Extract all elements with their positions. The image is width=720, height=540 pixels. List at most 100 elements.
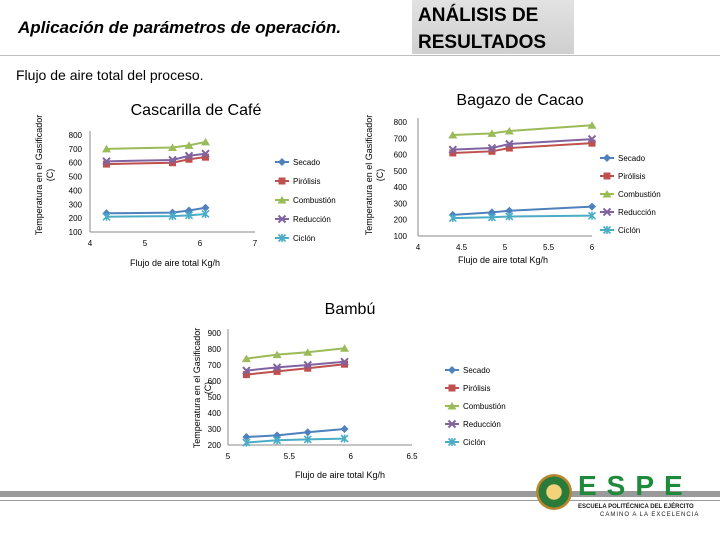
bagazo-point-1: [505, 144, 513, 152]
bambu-x-tick-label: 6: [348, 452, 353, 461]
cascarilla-legend-label-4: Ciclón: [293, 234, 315, 243]
bagazo-point-2: [487, 129, 497, 137]
bagazo-point-2: [448, 131, 458, 139]
bambu-series-line-1: [246, 363, 345, 376]
bambu-x-tick-label: 5.5: [284, 452, 296, 461]
cascarilla-legend-label-3: Reducción: [293, 215, 331, 224]
bambu-legend-marker-1: [448, 384, 456, 392]
bagazo-legend-label-4: Ciclón: [618, 226, 640, 235]
cascarilla-y-tick-label: 500: [69, 173, 83, 182]
cascarilla-legend-marker-1: [278, 177, 286, 185]
cascarilla-series-line-3: [106, 152, 206, 163]
bambu-point-4: [273, 436, 282, 445]
cascarilla-legend-marker-2: [277, 196, 287, 204]
bambu-y-axis-label: Temperatura en el Gasificador(C): [192, 328, 213, 449]
bagazo-legend-label-2: Combustión: [618, 190, 661, 199]
cascarilla-x-tick-label: 4: [88, 239, 93, 248]
cascarilla-point-3: [184, 151, 194, 160]
bambu-legend-label-4: Ciclón: [463, 438, 485, 447]
bagazo-x-tick-label: 4: [416, 243, 421, 252]
bagazo-legend-label-0: Secado: [618, 154, 646, 163]
bagazo-point-3: [505, 139, 514, 149]
cascarilla-point-2: [201, 137, 210, 146]
cascarilla-y-tick-label: 800: [69, 131, 83, 140]
bambu-point-3: [242, 366, 251, 375]
cascarilla-y-tick-label: 700: [69, 145, 83, 154]
bambu-legend-marker-2: [447, 402, 457, 410]
cascarilla-x-tick-label: 5: [143, 239, 148, 248]
bagazo-y-axis-label-line1: Temperatura en el Gasificador: [364, 115, 374, 236]
cascarilla-legend-label-0: Secado: [293, 158, 321, 167]
bagazo-point-2: [504, 126, 514, 135]
bambu-y-tick-label: 900: [208, 329, 222, 338]
cascarilla-point-1: [202, 153, 209, 161]
bagazo-y-tick-label: 400: [394, 183, 408, 192]
bambu-series-line-3: [246, 360, 345, 372]
cascarilla-point-4: [102, 212, 111, 221]
cascarilla-legend-marker-4: [277, 233, 287, 243]
cascarilla-x-axis-label: Flujo de aire total Kg/h: [130, 258, 220, 268]
bagazo-series-line-0: [452, 205, 593, 216]
espe-logo-motto: CAMINO A LA EXCELENCIA: [600, 512, 700, 518]
bambu-point-2: [303, 348, 313, 356]
bagazo-x-tick-label: 4.5: [456, 243, 468, 252]
slide-title: Aplicación de parámetros de operación.: [18, 18, 342, 37]
bambu-point-1: [304, 364, 312, 372]
bambu-point-0: [340, 425, 349, 433]
cascarilla-legend-marker-3: [277, 214, 287, 224]
bagazo-point-3: [448, 145, 458, 154]
bambu-legend-label-1: Pirólisis: [463, 384, 491, 393]
bambu-x-axis-label: Flujo de aire total Kg/h: [295, 470, 385, 480]
bambu-point-4: [340, 434, 349, 443]
bambu-point-2: [272, 350, 282, 359]
cascarilla-point-4: [201, 209, 210, 219]
bagazo-series-line-3: [452, 138, 593, 151]
bambu-point-4: [242, 438, 251, 447]
cascarilla-series-line-1: [106, 156, 206, 166]
bagazo-legend-marker-2: [602, 190, 612, 198]
bambu-y-axis-label-line1: Temperatura en el Gasificador: [192, 328, 202, 449]
bagazo-series-line-1: [452, 142, 593, 154]
cascarilla-y-tick-label: 100: [69, 228, 83, 237]
bambu-y-tick-label: 700: [208, 361, 222, 370]
cascarilla-y-axis-label-line1: Temperatura en el Gasificador: [34, 115, 44, 236]
results-title-line2: RESULTADOS: [418, 32, 547, 53]
bagazo-legend-marker-3: [602, 207, 612, 217]
slide-subtitle: Flujo de aire total del proceso.: [16, 67, 204, 83]
bambu-point-2: [241, 354, 251, 363]
cascarilla-legend-marker-0: [278, 158, 286, 166]
bagazo-chart-title: Bagazo de Cacao: [456, 92, 583, 109]
espe-seal-icon: [536, 474, 572, 510]
cascarilla-point-4: [184, 211, 194, 220]
bambu-y-tick-label: 200: [208, 441, 222, 450]
cascarilla-point-1: [169, 159, 176, 167]
espe-logo: ESPE: [578, 470, 693, 501]
cascarilla-x-tick-label: 7: [253, 239, 258, 248]
bambu-point-1: [242, 371, 250, 379]
bambu-legend-label-0: Secado: [463, 366, 491, 375]
bambu-y-tick-label: 400: [208, 409, 222, 418]
bagazo-x-tick-label: 5: [503, 243, 508, 252]
bagazo-legend-marker-1: [603, 172, 611, 180]
bagazo-legend-label-3: Reducción: [618, 208, 656, 217]
cascarilla-y-tick-label: 300: [69, 200, 83, 209]
results-title-box: ANÁLISIS DE RESULTADOS: [412, 0, 574, 54]
bagazo-point-4: [505, 212, 514, 221]
cascarilla-point-3: [168, 155, 177, 165]
bambu-x-tick-label: 6.5: [406, 452, 418, 461]
espe-logo-subtitle: ESCUELA POLITÉCNICA DEL EJÉRCITO: [578, 504, 694, 510]
bambu-series-line-4: [246, 437, 345, 444]
footer-bar: [0, 491, 720, 497]
cascarilla-x-tick-label: 6: [198, 239, 203, 248]
bagazo-series-line-4: [452, 214, 593, 220]
header-divider: [0, 55, 720, 56]
bambu-point-0: [242, 433, 251, 441]
bambu-series-line-0: [246, 428, 345, 438]
cascarilla-y-tick-label: 200: [69, 214, 83, 223]
cascarilla-point-1: [103, 160, 110, 168]
footer-line: [0, 500, 720, 501]
bambu-y-tick-label: 600: [208, 377, 222, 386]
bagazo-point-0: [588, 202, 596, 211]
bagazo-x-tick-label: 5.5: [543, 243, 555, 252]
bagazo-point-1: [449, 149, 457, 157]
